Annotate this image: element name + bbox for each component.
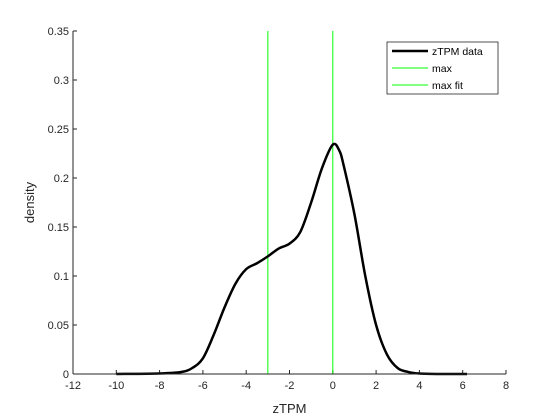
x-tick-label: 6 [460,380,466,392]
x-axis-label: zTPM [273,401,307,416]
density-curve [116,142,468,376]
x-tick-label: -6 [198,380,208,392]
legend-label-max-fit: max fit [432,80,463,92]
y-tick-label: 0.25 [48,124,69,136]
y-tick-label: 0 [63,369,69,381]
ticks-layer: -12 -10 -8 -6 -4 -2 0 2 4 6 8 0 0.05 0.1 0.15 0.2 0.25 0.… [48,26,509,392]
x-tick-label: 0 [330,380,336,392]
x-tick-label: 8 [503,380,509,392]
x-tick-label: -10 [108,380,124,392]
x-tick-label: -2 [285,380,295,392]
y-axis-label: density [22,181,37,223]
x-tick-label: -4 [241,380,251,392]
y-tick-label: 0.05 [48,320,69,332]
y-tick-label: 0.3 [54,75,69,87]
legend-label-ztpm-data: zTPM data [432,46,483,58]
legend: zTPM data max max fit [386,41,499,95]
x-tick-label: 2 [373,380,379,392]
axes-layer [72,31,506,375]
x-tick-label: -8 [155,380,165,392]
x-tick-label: -12 [65,380,81,392]
y-tick-label: 0.2 [54,173,69,185]
legend-label-max: max [432,63,453,75]
y-tick-label: 0.35 [48,26,69,38]
y-tick-label: 0.1 [54,271,69,283]
x-tick-label: 4 [416,380,422,392]
y-tick-label: 0.15 [48,222,69,234]
series-layer [116,31,468,376]
